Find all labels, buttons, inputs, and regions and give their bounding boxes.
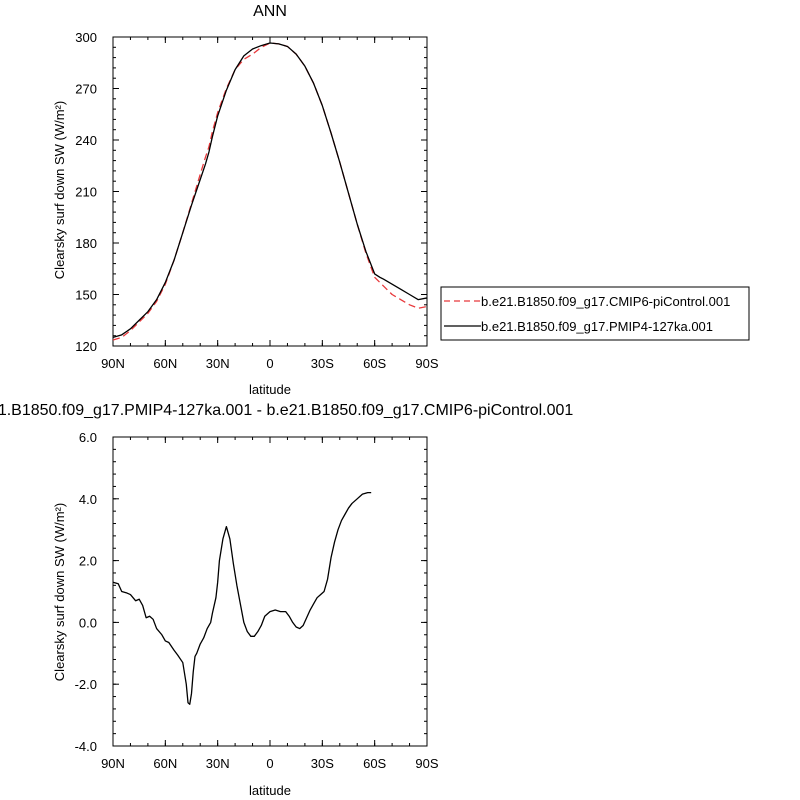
y-tick-label: 120 bbox=[75, 339, 97, 354]
x-tick-label: 0 bbox=[266, 356, 273, 371]
y-tick-label: 180 bbox=[75, 236, 97, 251]
bottom-plot-ticks: 90N 60N 30N 0 30S 60S 90S -4.0 -2.0 0.0 2.0 4.0 6.0 bbox=[75, 430, 439, 771]
series-line-pmip4 bbox=[112, 42, 428, 339]
legend-label-piControl: b.e21.B1850.f09_g17.CMIP6-piControl.001 bbox=[481, 294, 730, 309]
top-plot-xlabel: latitude bbox=[249, 382, 291, 397]
y-tick-label: 270 bbox=[75, 82, 97, 97]
top-plot: ANN latitude Clearsky surf down SW (W/m²… bbox=[52, 3, 439, 397]
top-plot-series bbox=[112, 42, 428, 341]
series-line-difference bbox=[112, 491, 372, 705]
x-tick-label: 60N bbox=[153, 756, 177, 771]
x-tick-label: 60N bbox=[153, 356, 177, 371]
top-plot-ticks: 90N 60N 30N 0 30S 60S 90S 120 150 180 210 240 270 300 bbox=[75, 30, 439, 371]
x-tick-label: 60S bbox=[363, 356, 386, 371]
bottom-plot-series bbox=[112, 491, 372, 705]
y-tick-label: 0.0 bbox=[79, 615, 97, 630]
x-tick-label: 90S bbox=[415, 756, 438, 771]
y-tick-label: 150 bbox=[75, 288, 97, 303]
top-plot-frame bbox=[112, 36, 428, 347]
legend-box bbox=[440, 286, 750, 341]
x-tick-label: 30N bbox=[206, 756, 230, 771]
bottom-plot-frame bbox=[112, 436, 428, 747]
y-tick-label: 300 bbox=[75, 30, 97, 45]
x-tick-label: 60S bbox=[363, 756, 386, 771]
x-tick-label: 30S bbox=[311, 756, 334, 771]
top-plot-ylabel: Clearsky surf down SW (W/m²) bbox=[52, 101, 67, 279]
legend-label-pmip4: b.e21.B1850.f09_g17.PMIP4-127ka.001 bbox=[481, 319, 713, 334]
top-plot-title: ANN bbox=[253, 3, 287, 20]
y-tick-label: 2.0 bbox=[79, 554, 97, 569]
legend: b.e21.B1850.f09_g17.CMIP6-piControl.001 … bbox=[440, 286, 750, 341]
y-tick-label: 210 bbox=[75, 185, 97, 200]
y-tick-label: 6.0 bbox=[79, 430, 97, 445]
bottom-plot: b.e21.B1850.f09_g17.PMIP4-127ka.001 - b.… bbox=[0, 402, 573, 798]
bottom-plot-xlabel: latitude bbox=[249, 783, 291, 798]
x-tick-label: 0 bbox=[266, 756, 273, 771]
x-tick-label: 90S bbox=[415, 356, 438, 371]
series-line-piControl bbox=[112, 42, 428, 341]
y-tick-label: 4.0 bbox=[79, 492, 97, 507]
x-tick-label: 30N bbox=[206, 356, 230, 371]
x-tick-label: 30S bbox=[311, 356, 334, 371]
x-tick-label: 90N bbox=[101, 756, 125, 771]
bottom-plot-title: b.e21.B1850.f09_g17.PMIP4-127ka.001 - b.… bbox=[0, 402, 573, 419]
x-tick-label: 90N bbox=[101, 356, 125, 371]
y-tick-label: -4.0 bbox=[75, 739, 97, 754]
bottom-plot-ylabel: Clearsky surf down SW (W/m²) bbox=[52, 503, 67, 681]
y-tick-label: 240 bbox=[75, 133, 97, 148]
y-tick-label: -2.0 bbox=[75, 677, 97, 692]
